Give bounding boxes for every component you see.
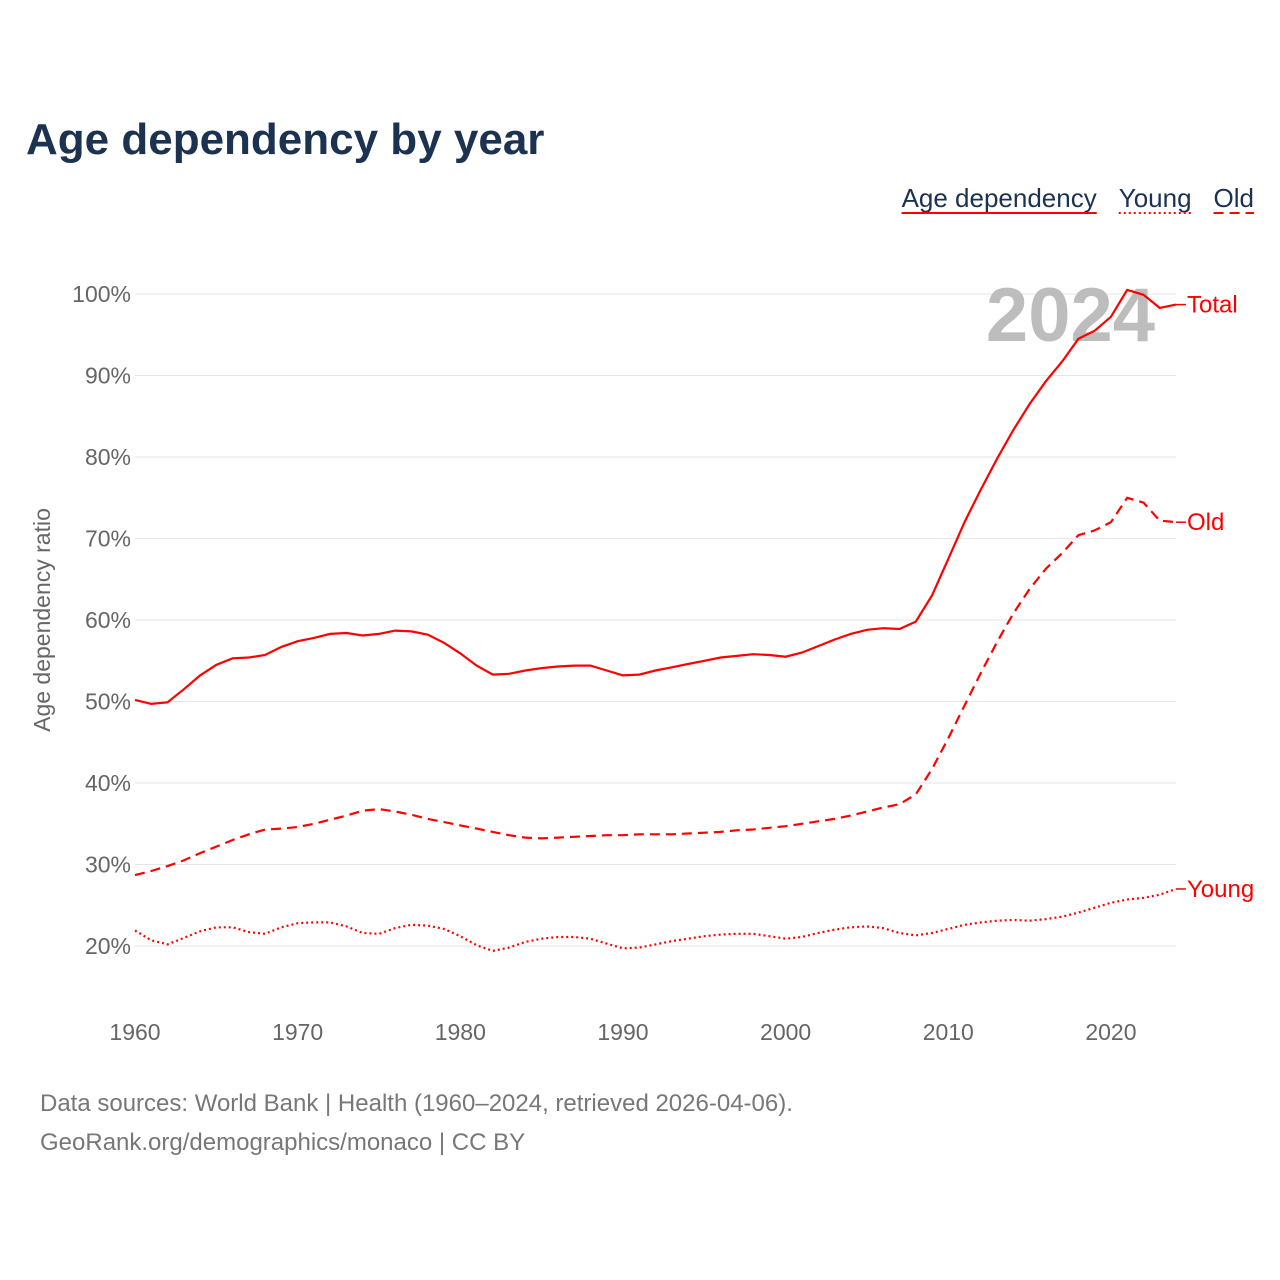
x-tick-label: 2020	[1085, 1019, 1136, 1045]
gridlines	[135, 293, 1176, 947]
series-line-young	[134, 887, 1177, 953]
chart-title: Age dependency by year	[26, 115, 544, 164]
end-label-old: Old	[1187, 509, 1224, 536]
x-axis: 1960 1970 1980 1990 2000 2010 2020	[109, 1019, 1136, 1045]
source-line-1: Data sources: World Bank | Health (1960–…	[40, 1090, 793, 1117]
y-tick-label: 90%	[85, 363, 131, 389]
year-label: 2024	[986, 273, 1155, 358]
series-line-total	[134, 288, 1177, 706]
y-tick-label: 20%	[85, 933, 131, 959]
y-tick-label: 50%	[85, 689, 131, 715]
series-line-old	[134, 496, 1177, 877]
source-line-2: GeoRank.org/demographics/monaco | CC BY	[40, 1129, 525, 1156]
series-lines: Total Young Old	[134, 288, 1254, 953]
legend-item-total: Age dependency	[902, 183, 1097, 213]
x-tick-label: 2000	[760, 1019, 811, 1045]
legend-item-old: Old	[1214, 183, 1254, 213]
y-tick-label: 80%	[85, 444, 131, 470]
x-tick-label: 1980	[435, 1019, 486, 1045]
y-tick-label: 30%	[85, 852, 131, 878]
x-tick-label: 2010	[923, 1019, 974, 1045]
y-tick-label: 60%	[85, 607, 131, 633]
legend-item-young: Young	[1119, 183, 1192, 213]
y-tick-label: 70%	[85, 526, 131, 552]
end-label-young: Young	[1187, 876, 1254, 903]
x-tick-label: 1970	[272, 1019, 323, 1045]
end-label-total: Total	[1187, 292, 1238, 319]
x-tick-label: 1960	[109, 1019, 160, 1045]
x-tick-label: 1990	[597, 1019, 648, 1045]
y-axis: 20% 30% 40% 50% 60% 70% 80% 90% 100%	[72, 281, 131, 959]
legend: Old Young Age dependency	[901, 183, 1254, 214]
y-axis-label: Age dependency ratio	[29, 508, 55, 732]
y-tick-label: 40%	[85, 770, 131, 796]
y-tick-label: 100%	[72, 281, 131, 307]
